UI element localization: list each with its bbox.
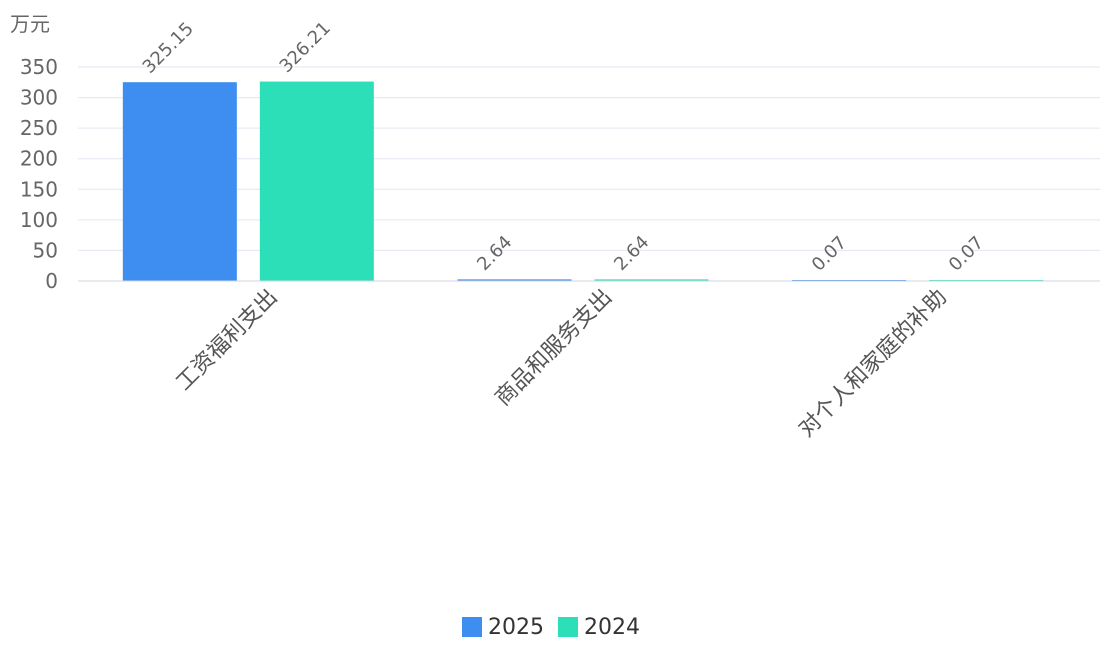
y-tick-label: 300 (20, 86, 58, 110)
legend-item-2024[interactable]: 2024 (558, 615, 640, 640)
bar-2024-0 (259, 81, 374, 281)
y-tick-label: 200 (20, 147, 58, 171)
legend-label: 2024 (584, 614, 640, 640)
y-axis-unit-label: 万元 (10, 12, 50, 36)
x-category-label: 工资福利支出 (172, 285, 283, 396)
bar-2024-1 (594, 279, 709, 281)
x-category-label: 对个人和家庭的补助 (794, 285, 952, 443)
y-tick-label: 100 (20, 208, 58, 232)
data-label: 0.07 (945, 232, 988, 275)
y-tick-label: 50 (33, 238, 58, 262)
data-label: 2.64 (610, 232, 653, 275)
legend-swatch (558, 617, 578, 637)
legend-swatch (462, 617, 482, 637)
data-label: 2.64 (473, 232, 516, 275)
legend-item-2025[interactable]: 2025 (462, 615, 544, 640)
data-label: 326.21 (276, 18, 335, 77)
bar-2025-0 (122, 82, 237, 281)
data-label: 0.07 (808, 232, 851, 275)
bar-2025-1 (457, 279, 572, 281)
y-tick-label: 350 (20, 55, 58, 79)
y-tick-label: 150 (20, 177, 58, 201)
data-label: 325.15 (139, 18, 198, 77)
legend-label: 2025 (488, 614, 544, 640)
legend: 2025 2024 (0, 612, 1102, 642)
y-tick-label: 0 (45, 269, 58, 293)
y-tick-label: 250 (20, 116, 58, 140)
x-category-label: 商品和服务支出 (491, 285, 618, 412)
